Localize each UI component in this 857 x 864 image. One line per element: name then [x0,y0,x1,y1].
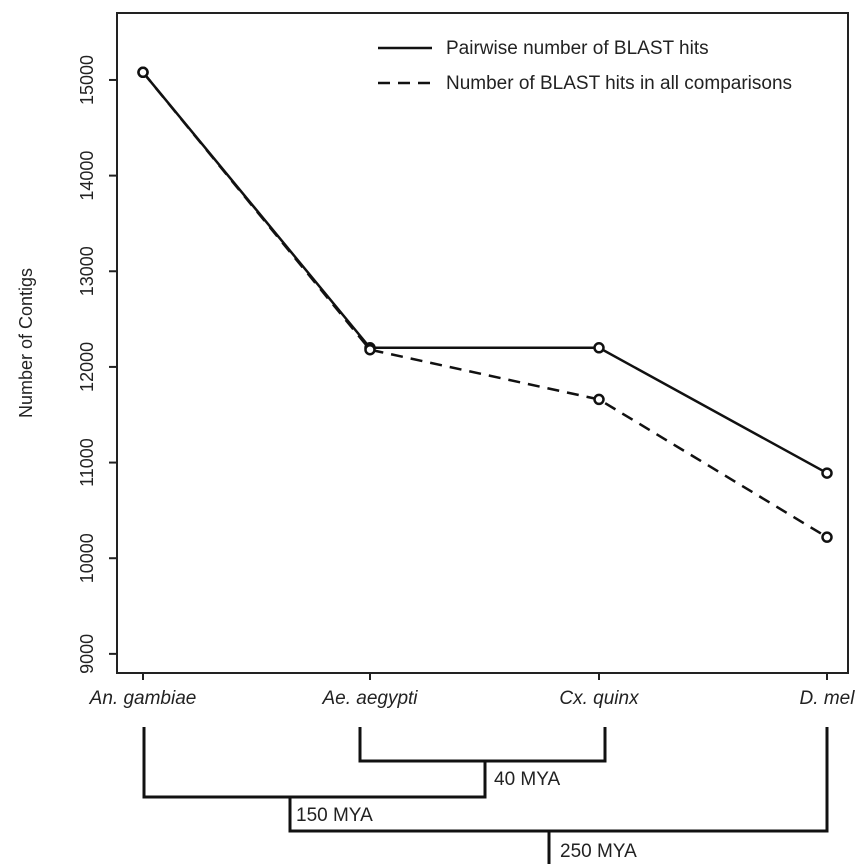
plot-frame [116,12,849,674]
node-label-40mya: 40 MYA [494,769,561,790]
x-tick-label: Ae. aegypti [321,688,418,709]
phylogeny-tree: 40 MYA 150 MYA 250 MYA [142,727,829,864]
clade-root [288,727,829,833]
x-tick-label: An. gambiae [89,688,197,709]
y-tick-label: 15000 [77,55,97,105]
y-tick-label: 13000 [77,246,97,296]
data-point [821,531,833,543]
legend-label-all-comparisons: Number of BLAST hits in all comparisons [446,73,792,94]
x-tick-label: Cx. quinx [559,688,640,709]
data-point [137,66,149,79]
node-label-250mya: 250 MYA [560,841,637,862]
y-tick-label: 9000 [77,634,97,674]
y-tick-label: 11000 [77,438,97,487]
legend-label-pairwise: Pairwise number of BLAST hits [446,38,709,59]
x-axis-labels: An. gambiae Ae. aegypti Cx. quinx D. mel [89,688,856,709]
y-axis-label: Number of Contigs [16,268,36,418]
data-point [364,343,376,356]
y-axis: 9000 10000 11000 12000 13000 14000 15000 [77,55,117,674]
data-point [593,393,605,406]
clade-an-aecx [142,727,487,799]
data-point [821,467,833,479]
data-point [593,342,605,354]
y-tick-label: 14000 [77,151,97,201]
y-tick-label: 12000 [77,342,97,392]
y-tick-label: 10000 [77,533,97,583]
series-line-all-comparisons [142,71,828,539]
x-tick-label: D. mel [800,688,856,709]
clade-ae-cx [358,727,607,763]
legend: Pairwise number of BLAST hits Number of … [378,38,792,94]
series-lines [142,71,828,539]
node-label-150mya: 150 MYA [296,805,373,826]
series-line-pairwise [142,71,828,475]
series-points [137,66,833,543]
x-axis-ticks [142,673,828,680]
